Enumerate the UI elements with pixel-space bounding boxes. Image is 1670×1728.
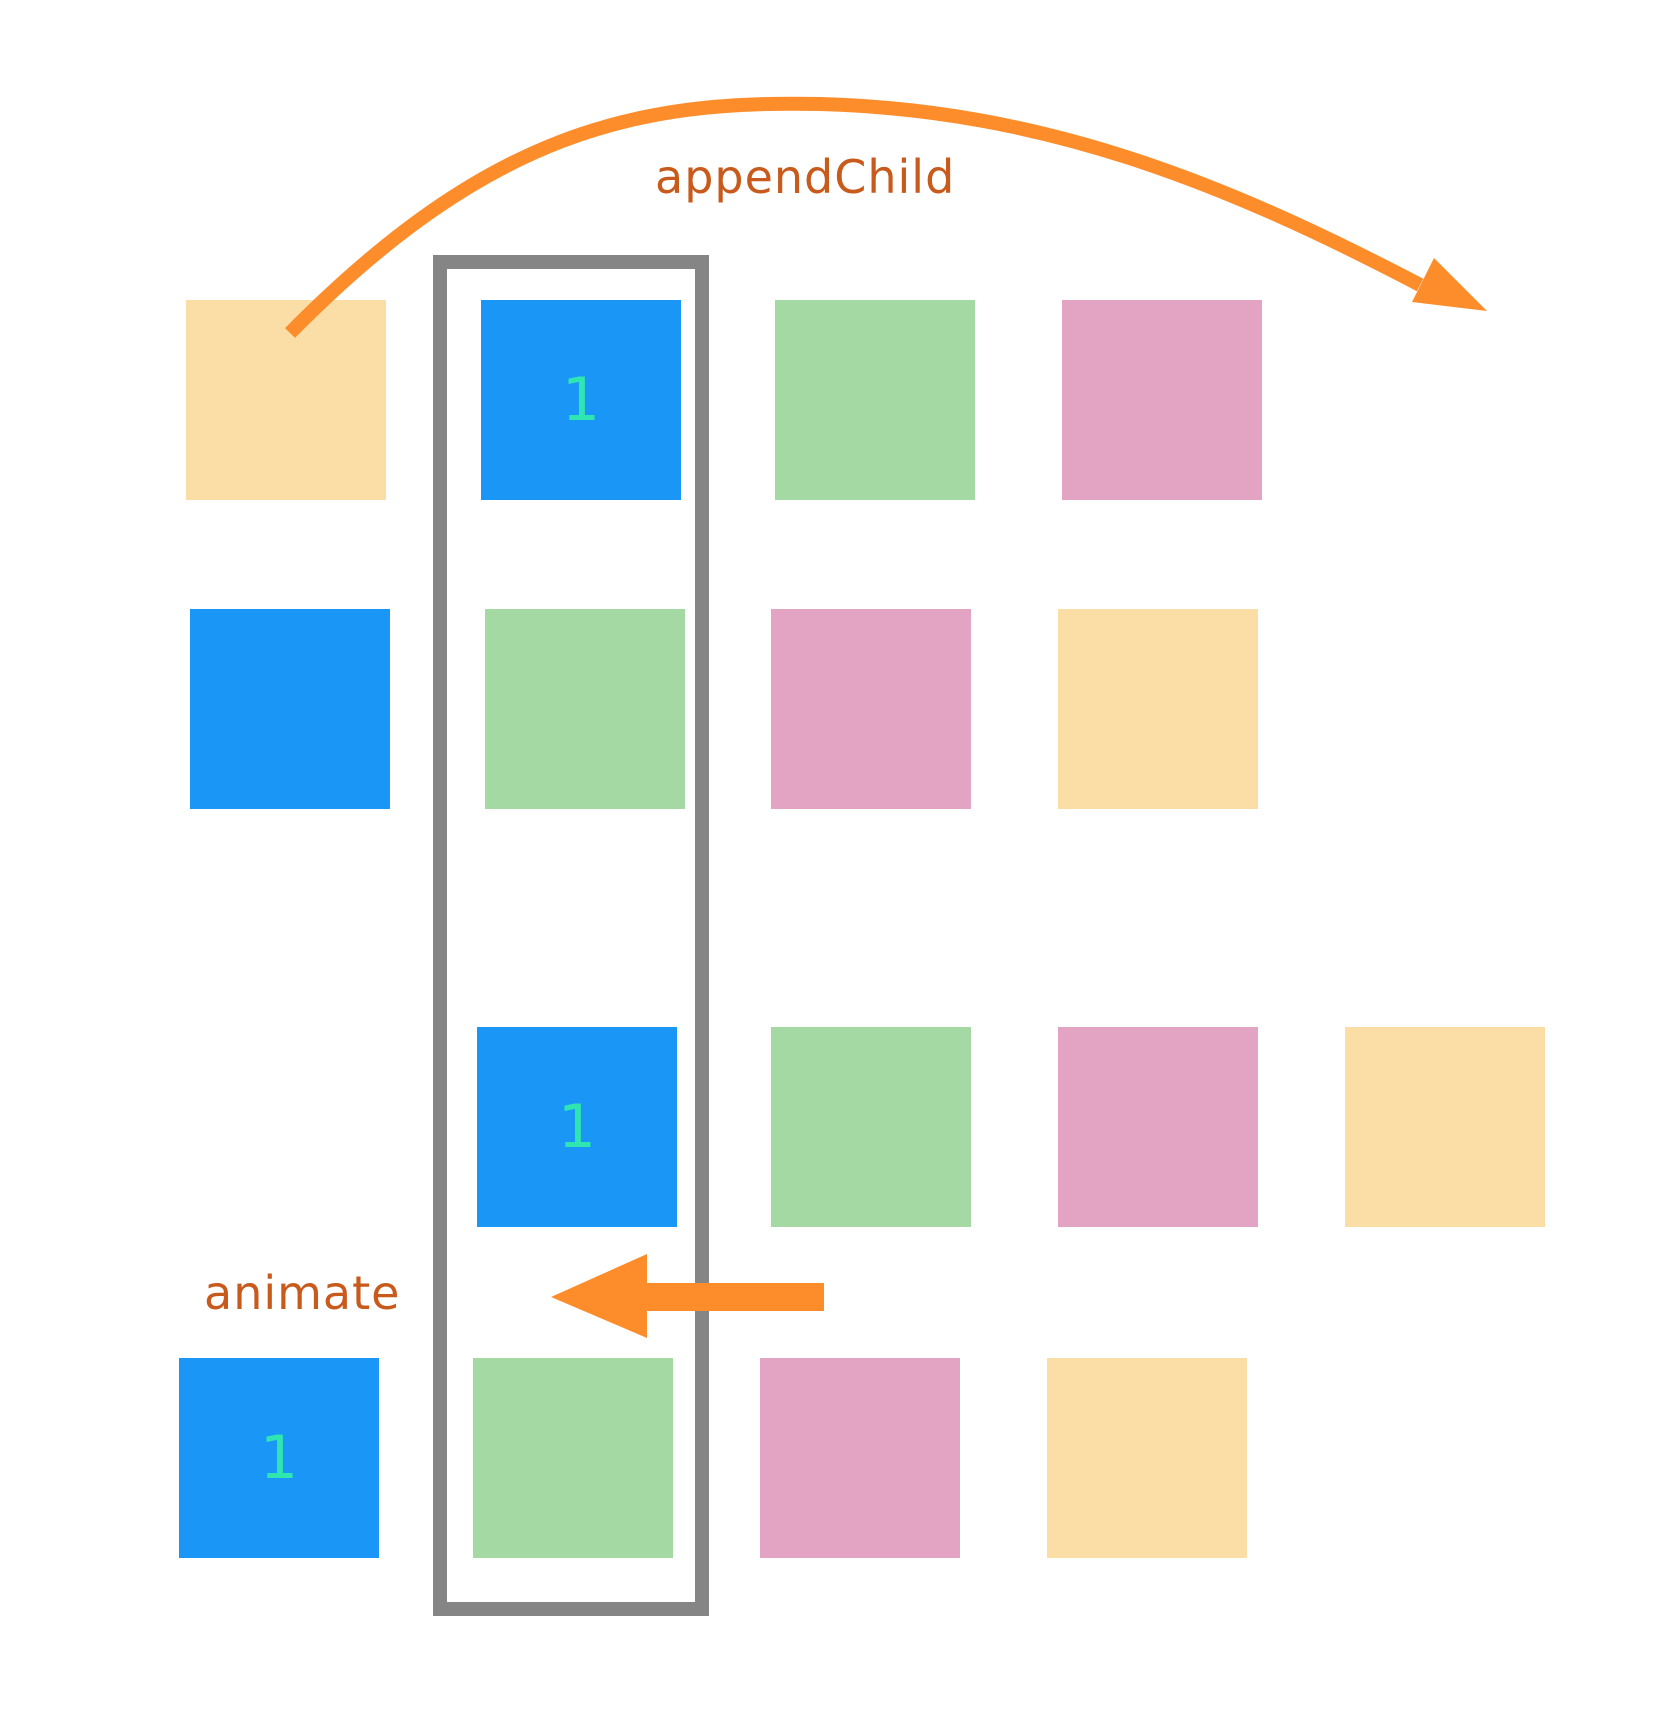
box-number-label: 1 — [557, 1092, 597, 1162]
animate-arrowhead — [551, 1254, 647, 1338]
box-row3-pos2-green — [771, 1027, 971, 1227]
append-child-arrow — [285, 96, 1424, 338]
append-child-caption: appendChild — [655, 150, 956, 204]
box-row4-pos3-pink — [760, 1358, 960, 1558]
append-child-arrowhead — [1412, 258, 1487, 311]
animate-arrow-shaft — [640, 1283, 824, 1311]
box-row4-pos1-blue: 1 — [179, 1358, 379, 1558]
highlight-frame — [433, 255, 709, 1616]
box-row2-pos3-pink — [771, 609, 971, 809]
animate-caption: animate — [204, 1266, 401, 1320]
box-row2-pos2-green — [485, 609, 685, 809]
box-row1-pos3-green — [775, 300, 975, 500]
box-number-label: 1 — [259, 1423, 299, 1493]
box-row3-pos1-blue: 1 — [477, 1027, 677, 1227]
box-row1-pos2-blue: 1 — [481, 300, 681, 500]
box-row4-pos4-peach — [1047, 1358, 1247, 1558]
box-row2-pos4-peach — [1058, 609, 1258, 809]
box-row1-pos1-peach — [186, 300, 386, 500]
box-row1-pos4-pink — [1062, 300, 1262, 500]
box-row3-pos3-pink — [1058, 1027, 1258, 1227]
box-row2-pos1-blue — [190, 609, 390, 809]
box-number-label: 1 — [561, 365, 601, 435]
box-row3-pos4-peach — [1345, 1027, 1545, 1227]
box-row4-pos2-green — [473, 1358, 673, 1558]
